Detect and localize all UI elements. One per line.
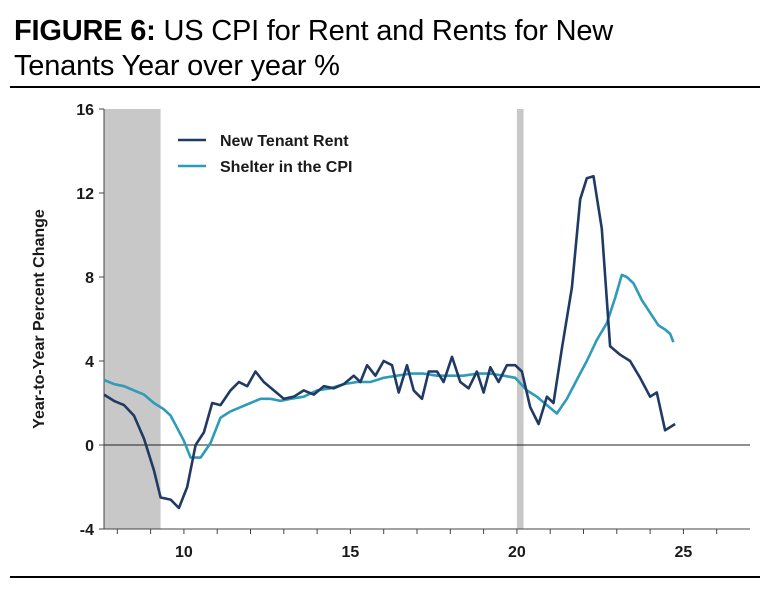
y-tick-label: 8	[85, 270, 94, 287]
title-line-2: Tenants Year over year %	[14, 50, 340, 82]
title-line-1: US CPI for Rent and Rents for New	[155, 15, 613, 47]
x-tick-label: 25	[675, 544, 693, 561]
legend-label: New Tenant Rent	[220, 133, 349, 150]
x-tick-label: 10	[175, 544, 193, 561]
x-tick-label: 20	[508, 544, 526, 561]
bottom-divider	[10, 576, 760, 578]
legend-label: Shelter in the CPI	[220, 159, 352, 176]
x-tick-label: 15	[342, 544, 360, 561]
top-divider	[10, 86, 760, 88]
recession-band	[516, 109, 524, 529]
y-tick-label: 12	[76, 186, 94, 203]
y-axis-title: Year-to-Year Percent Change	[31, 209, 48, 429]
chart-title: FIGURE 6: US CPI for Rent and Rents for …	[14, 14, 754, 84]
y-tick-label: 0	[85, 438, 94, 455]
series-line	[103, 174, 676, 510]
y-tick-label: -4	[80, 522, 94, 539]
figure-label: FIGURE 6:	[14, 15, 156, 47]
series-line	[103, 273, 675, 459]
y-tick-label: 4	[85, 354, 94, 371]
y-tick-label: 16	[76, 102, 94, 119]
